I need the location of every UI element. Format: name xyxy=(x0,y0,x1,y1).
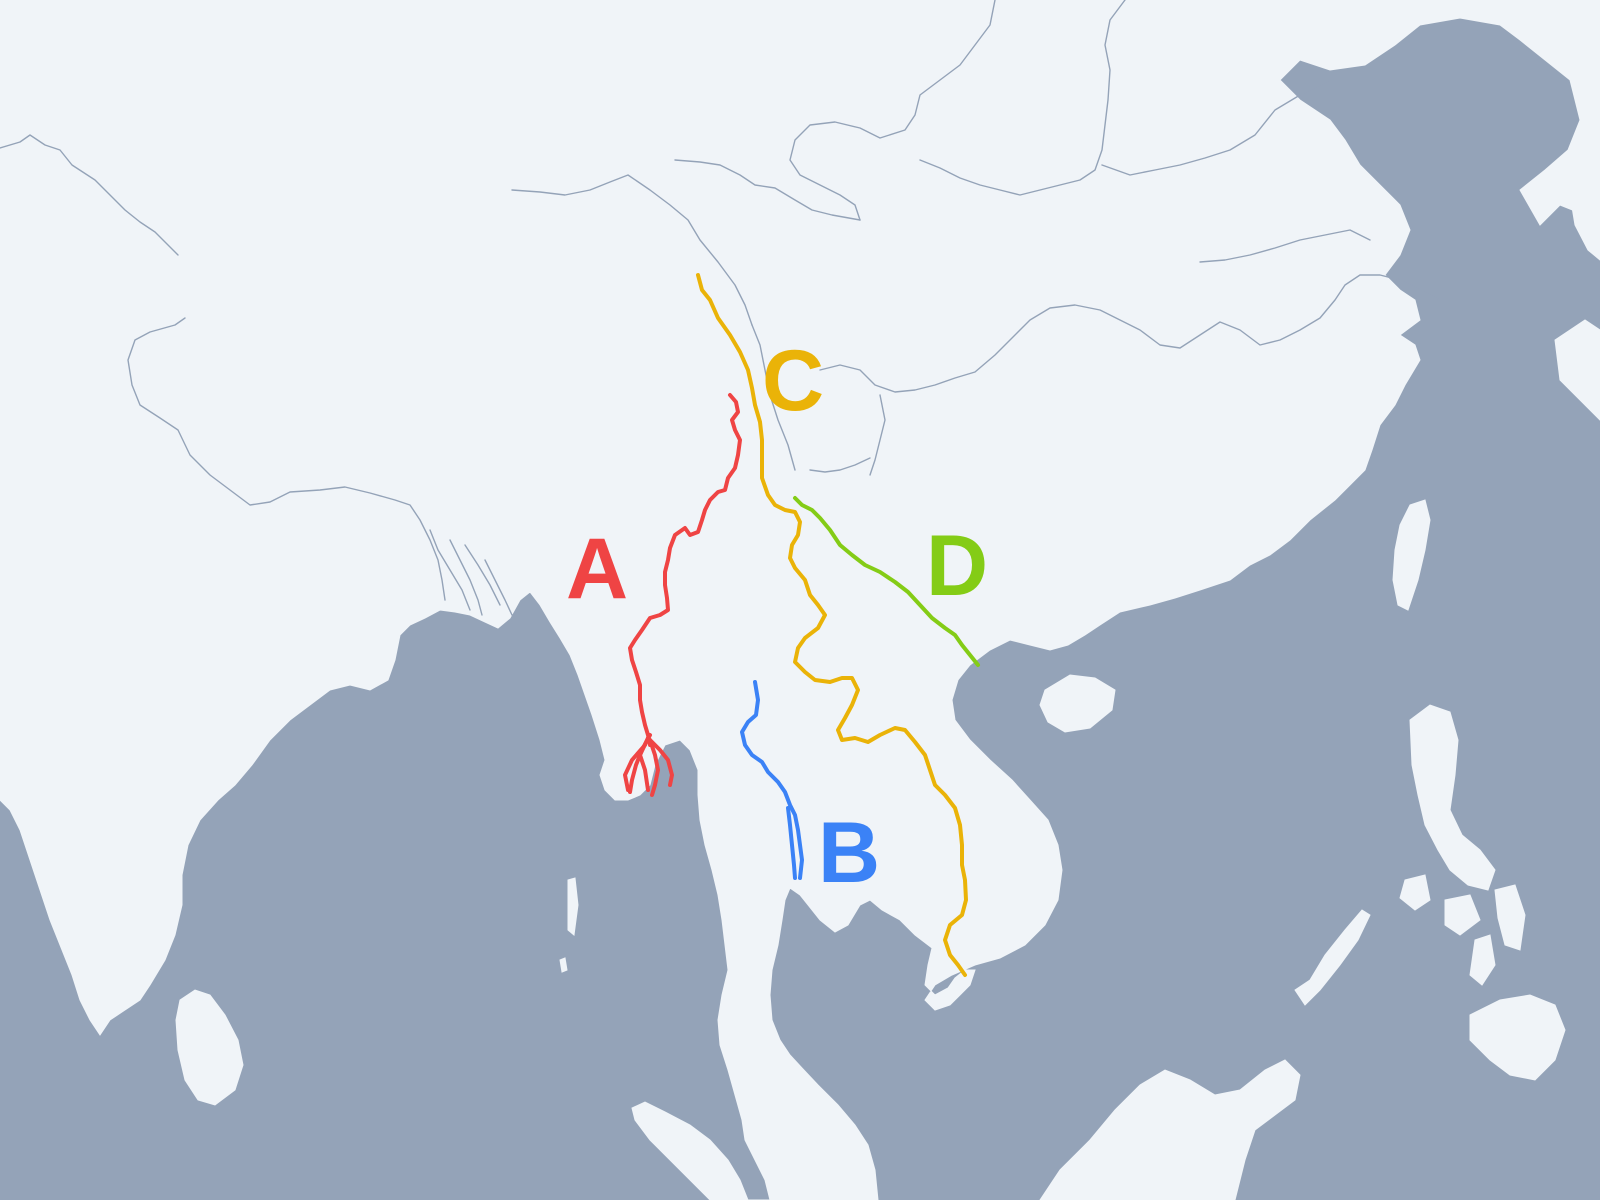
minor-river-delta-3 xyxy=(464,544,501,606)
river-a-delta-2 xyxy=(648,738,660,797)
river-b-delta xyxy=(786,806,797,880)
kyushu xyxy=(1554,319,1600,421)
river-labels: A B C D xyxy=(566,333,988,901)
river-b-label: B xyxy=(818,805,880,901)
negros-cebu xyxy=(1469,934,1496,986)
minor-river-delta-2 xyxy=(449,539,483,616)
river-a-label: A xyxy=(566,521,628,617)
minor-river-delta-1 xyxy=(429,529,471,611)
minor-river-salween-upper xyxy=(751,324,796,471)
minor-river-yellow xyxy=(919,0,1126,196)
river-d-path xyxy=(793,496,980,667)
minor-river-indus xyxy=(0,134,179,256)
river-c-path xyxy=(696,273,968,977)
mindoro xyxy=(1399,874,1431,911)
minor-river-yangtze xyxy=(819,274,1441,393)
river-b-path xyxy=(740,680,804,880)
river-b xyxy=(740,680,804,880)
andaman-islands xyxy=(567,877,579,936)
borneo xyxy=(1039,1059,1301,1200)
hainan xyxy=(1039,674,1116,733)
minor-river-huai xyxy=(1199,229,1371,263)
river-a-path xyxy=(628,393,742,747)
river-a-delta-5 xyxy=(623,743,647,792)
minor-river-mekong-upper xyxy=(809,457,871,473)
minor-rivers xyxy=(0,0,1441,616)
river-c xyxy=(696,273,968,977)
minor-river-tibet-north xyxy=(674,159,861,221)
river-a-delta-3 xyxy=(646,736,674,787)
nicobar-islands xyxy=(559,957,568,973)
minor-river-delta-4 xyxy=(484,559,513,616)
taiwan xyxy=(1392,499,1431,611)
minor-river-yangtze-upper xyxy=(789,0,996,221)
major-rivers xyxy=(623,273,980,977)
korea xyxy=(1569,179,1600,261)
mindanao xyxy=(1469,994,1566,1081)
river-a xyxy=(623,393,742,797)
minor-river-jialing xyxy=(869,394,886,476)
minor-river-yarlung xyxy=(511,174,753,326)
minor-river-yellow-lower xyxy=(1101,69,1356,176)
river-c-label: C xyxy=(762,333,824,429)
panay xyxy=(1444,894,1481,936)
samar-leyte xyxy=(1494,884,1526,951)
river-d xyxy=(793,496,980,667)
palawan xyxy=(1294,909,1371,1006)
minor-river-ganges-brahmaputra xyxy=(127,317,446,601)
river-d-label: D xyxy=(926,518,988,614)
luzon xyxy=(1409,704,1496,891)
sri-lanka xyxy=(175,989,244,1106)
